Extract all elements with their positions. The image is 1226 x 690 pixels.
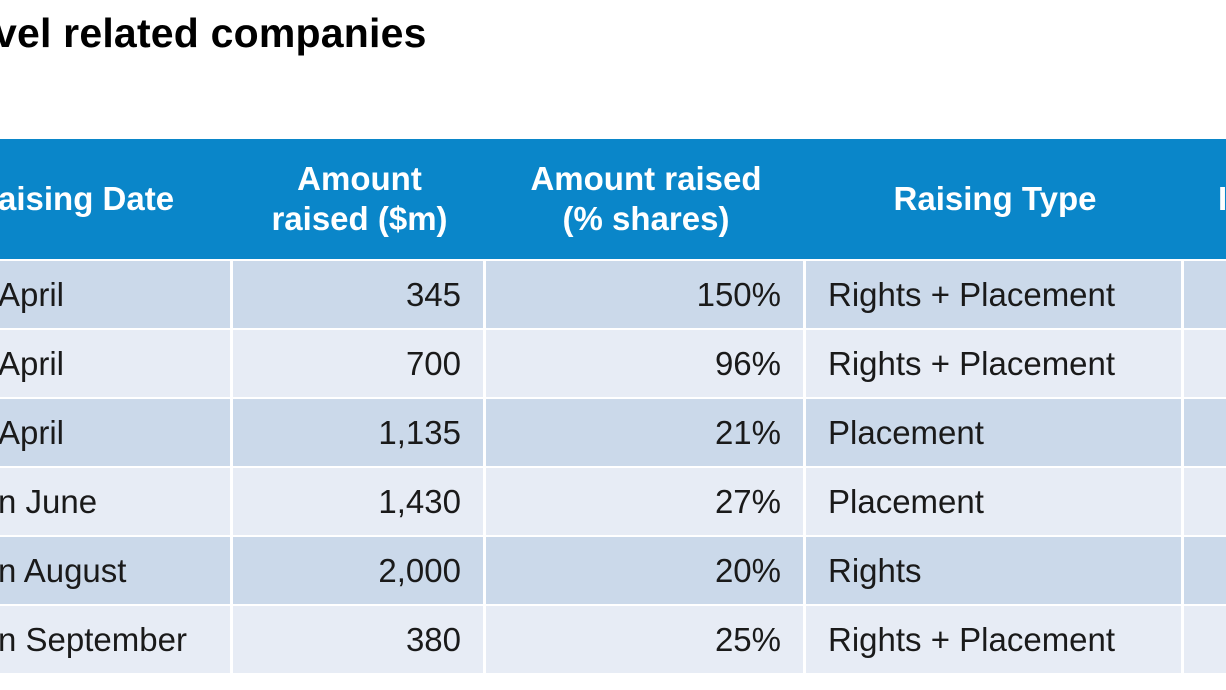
cell-pct: 20% [486, 535, 806, 604]
cell-pct: 25% [486, 604, 806, 673]
header-raising-type: Raising Type [806, 139, 1184, 259]
cell-amount: 700 [233, 328, 486, 397]
table-row: April 700 96% Rights + Placement [0, 328, 1226, 397]
header-amount-raised: Amount raised ($m) [233, 139, 486, 259]
cell-amount: 380 [233, 604, 486, 673]
cell-type: Rights + Placement [806, 604, 1184, 673]
cell-date: n September [0, 604, 233, 673]
header-raising-date: aising Date [0, 139, 233, 259]
table-row: n September 380 25% Rights + Placement [0, 604, 1226, 673]
cell-date: April [0, 259, 233, 328]
cell-pct: 21% [486, 397, 806, 466]
cell-date: n June [0, 466, 233, 535]
cell-pct: 27% [486, 466, 806, 535]
cell-amount: 1,135 [233, 397, 486, 466]
header-amount-raised-pct: Amount raised (% shares) [486, 139, 806, 259]
cell-pct: 96% [486, 328, 806, 397]
cell-extra [1184, 466, 1226, 535]
cell-amount: 2,000 [233, 535, 486, 604]
cell-type: Placement [806, 466, 1184, 535]
capital-raising-table: aising Date Amount raised ($m) Amount ra… [0, 139, 1226, 673]
table-header-row: aising Date Amount raised ($m) Amount ra… [0, 139, 1226, 259]
cell-type: Rights [806, 535, 1184, 604]
cell-type: Rights + Placement [806, 328, 1184, 397]
slide-title: vel related companies [0, 10, 427, 56]
capital-raising-table-container: aising Date Amount raised ($m) Amount ra… [0, 139, 1226, 679]
table-row: n June 1,430 27% Placement [0, 466, 1226, 535]
cell-date: April [0, 397, 233, 466]
cell-extra [1184, 259, 1226, 328]
table-row: n August 2,000 20% Rights [0, 535, 1226, 604]
cell-extra [1184, 328, 1226, 397]
cell-amount: 345 [233, 259, 486, 328]
cell-date: n August [0, 535, 233, 604]
cell-date: April [0, 328, 233, 397]
cell-amount: 1,430 [233, 466, 486, 535]
table-row: April 345 150% Rights + Placement [0, 259, 1226, 328]
cell-type: Placement [806, 397, 1184, 466]
cell-extra [1184, 535, 1226, 604]
table-row: April 1,135 21% Placement [0, 397, 1226, 466]
cell-extra [1184, 397, 1226, 466]
cell-extra [1184, 604, 1226, 673]
header-truncated: I [1184, 139, 1226, 259]
cell-type: Rights + Placement [806, 259, 1184, 328]
cell-pct: 150% [486, 259, 806, 328]
